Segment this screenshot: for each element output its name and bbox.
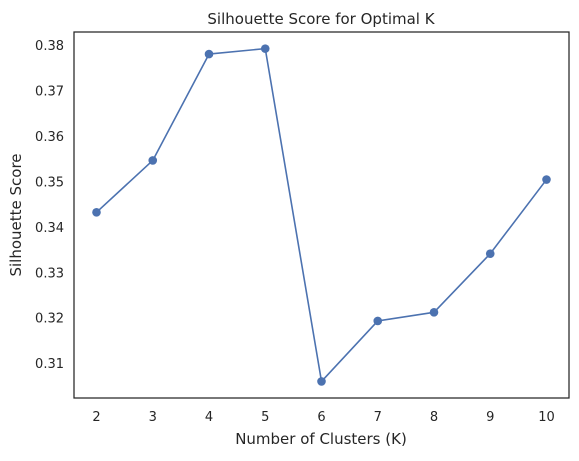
y-tick-label: 0.37 — [35, 84, 64, 99]
x-tick-label: 6 — [317, 410, 325, 425]
x-axis-label: Number of Clusters (K) — [235, 430, 407, 448]
series-layer — [92, 44, 551, 386]
x-tick-label: 10 — [538, 410, 555, 425]
chart-title: Silhouette Score for Optimal K — [207, 10, 435, 28]
y-tick-label: 0.36 — [35, 130, 64, 145]
x-axis-ticks: 2 3 4 5 6 7 8 9 10 — [92, 410, 554, 425]
y-tick-label: 0.34 — [35, 221, 64, 236]
data-point-marker — [260, 44, 270, 53]
y-tick-label: 0.38 — [35, 39, 64, 54]
x-tick-label: 5 — [261, 410, 269, 425]
data-point-marker — [92, 208, 101, 217]
x-tick-label: 2 — [92, 410, 100, 425]
x-tick-label: 7 — [374, 410, 382, 425]
plot-area — [73, 31, 570, 399]
series-line — [95, 47, 548, 383]
y-axis-label: Silhouette Score — [7, 153, 25, 276]
y-tick-label: 0.33 — [35, 266, 64, 281]
data-point-marker — [204, 49, 214, 59]
x-tick-label: 9 — [486, 410, 494, 425]
x-tick-label: 4 — [205, 410, 213, 425]
x-tick-label: 8 — [430, 410, 438, 425]
data-point-marker — [429, 308, 439, 317]
y-tick-label: 0.32 — [35, 312, 64, 327]
x-tick-label: 3 — [149, 410, 157, 425]
y-axis-ticks: 0.31 0.32 0.33 0.34 0.35 0.36 0.37 0.38 — [35, 39, 64, 372]
y-tick-label: 0.35 — [35, 175, 64, 190]
data-point-marker — [317, 377, 326, 386]
data-point-marker — [148, 156, 158, 165]
plot-frame — [73, 31, 570, 399]
data-point-marker — [373, 316, 383, 326]
data-point-marker — [485, 249, 495, 258]
y-tick-label: 0.31 — [35, 357, 64, 372]
data-point-marker — [542, 175, 551, 184]
